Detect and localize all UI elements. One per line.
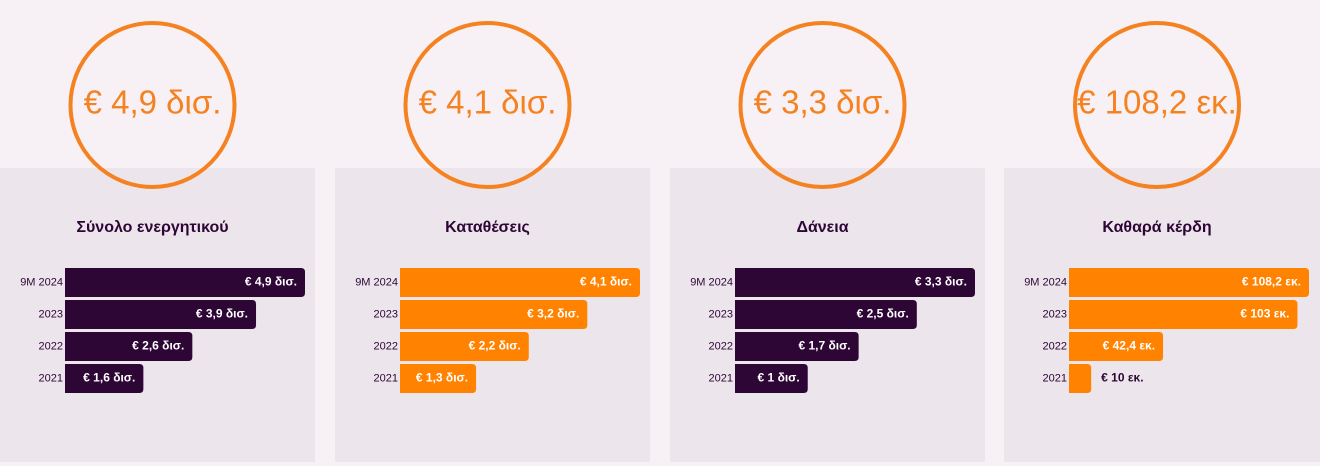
- value-label: € 2,5 δισ.: [857, 307, 909, 321]
- headline: € 3,3 δισ.: [754, 84, 892, 121]
- category-label: 2021: [709, 372, 733, 384]
- headline: € 4,1 δισ.: [419, 84, 557, 121]
- value-label: € 1,7 δισ.: [798, 339, 850, 353]
- bar: [1069, 332, 1164, 361]
- category-label: 9M 2024: [1024, 276, 1067, 288]
- headline-circle: [403, 21, 572, 189]
- bar: [65, 300, 257, 329]
- chart-title: Δάνεια: [796, 219, 848, 236]
- category-label: 2022: [39, 340, 63, 352]
- bar: [400, 332, 529, 361]
- bar: [735, 364, 808, 393]
- value-label: € 4,9 δισ.: [245, 275, 297, 289]
- value-label: € 3,9 δισ.: [196, 307, 248, 321]
- value-label: € 3,3 δισ.: [915, 275, 967, 289]
- category-label: 2023: [39, 308, 63, 320]
- bar: [735, 300, 917, 329]
- value-label: € 2,6 δισ.: [132, 339, 184, 353]
- headline: € 108,2 εκ.: [1077, 84, 1237, 121]
- bar: [735, 268, 975, 297]
- value-label: € 1 δισ.: [758, 371, 800, 385]
- bar: [65, 364, 144, 393]
- bar: [1069, 364, 1092, 393]
- category-label: 2022: [1043, 340, 1067, 352]
- value-label: € 10 εκ.: [1101, 371, 1143, 385]
- bar: [735, 332, 859, 361]
- category-label: 9M 2024: [355, 276, 398, 288]
- value-label: € 2,2 δισ.: [469, 339, 521, 353]
- chart-title: Καθαρά κέρδη: [1102, 219, 1211, 236]
- value-label: € 1,6 δισ.: [83, 371, 135, 385]
- category-label: 2021: [39, 372, 63, 384]
- bar: [400, 268, 640, 297]
- chart-title: Καταθέσεις: [445, 219, 530, 236]
- category-label: 2023: [709, 308, 733, 320]
- value-label: € 108,2 εκ.: [1242, 275, 1301, 289]
- category-label: 2022: [374, 340, 398, 352]
- bar: [400, 364, 477, 393]
- headline-circle: [738, 21, 907, 189]
- value-label: € 1,3 δισ.: [416, 371, 468, 385]
- category-label: 2021: [1043, 372, 1067, 384]
- value-label: € 3,2 δισ.: [527, 307, 579, 321]
- bar: [65, 332, 193, 361]
- headline-circle: [68, 21, 237, 189]
- category-label: 2021: [374, 372, 398, 384]
- value-label: € 4,1 δισ.: [580, 275, 632, 289]
- category-label: 2023: [374, 308, 398, 320]
- chart-title: Σύνολο ενεργητικού: [76, 219, 228, 236]
- category-label: 2023: [1043, 308, 1067, 320]
- value-label: € 42,4 εκ.: [1103, 339, 1155, 353]
- category-label: 9M 2024: [690, 276, 733, 288]
- headline: € 4,9 δισ.: [84, 84, 222, 121]
- bar: [1069, 300, 1298, 329]
- value-label: € 103 εκ.: [1240, 307, 1289, 321]
- bar: [1069, 268, 1309, 297]
- category-label: 9M 2024: [20, 276, 63, 288]
- category-label: 2022: [709, 340, 733, 352]
- bar: [65, 268, 305, 297]
- headline-circle: [1073, 21, 1241, 189]
- bar: [400, 300, 588, 329]
